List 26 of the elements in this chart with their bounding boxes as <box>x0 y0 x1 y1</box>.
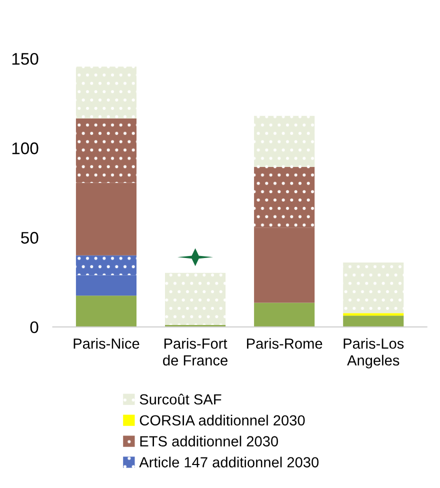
bar <box>254 302 315 327</box>
bar <box>76 275 137 296</box>
bar <box>76 255 137 276</box>
x-tick-label: Paris-Nice <box>74 338 140 349</box>
y-tick-label: 150 <box>12 52 38 65</box>
bar <box>76 66 137 119</box>
x-tick-label: Paris-Rome <box>247 338 322 349</box>
y-tick-label: 50 <box>21 232 38 244</box>
x-tick-label: Paris-Fort de France <box>163 338 228 366</box>
legend-label: Article 147 additionnel 2030 <box>139 456 319 468</box>
bar <box>76 182 137 256</box>
y-tick-label: 100 <box>12 142 38 154</box>
legend-label: CORSIA additionnel 2030 <box>140 414 305 426</box>
legend-label: ETS additionnel 2030 <box>140 436 278 446</box>
bar <box>165 272 226 325</box>
bar <box>76 118 137 183</box>
x-tick-label: Paris-Los Angeles <box>344 338 404 368</box>
bar <box>76 296 137 327</box>
bar <box>343 262 404 314</box>
bar <box>343 316 404 327</box>
bar <box>254 228 315 303</box>
bar <box>254 166 315 228</box>
y-tick-label: 0 <box>30 321 38 334</box>
bar <box>254 116 315 167</box>
legend-label: Surcoût SAF <box>140 394 222 405</box>
bar <box>343 313 404 316</box>
